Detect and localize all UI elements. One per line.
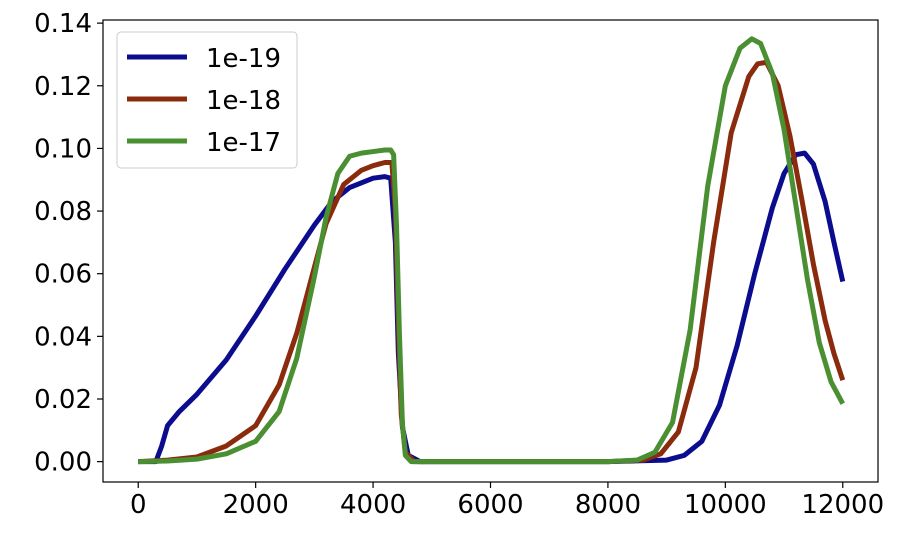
y-tick-label: 0.14	[34, 9, 92, 39]
legend-label-2: 1e-17	[206, 128, 281, 158]
x-tick-label: 4000	[340, 490, 406, 520]
x-tick-label: 0	[130, 490, 147, 520]
x-tick-label: 12000	[801, 490, 884, 520]
y-tick-label: 0.04	[34, 322, 92, 352]
x-tick-label: 2000	[223, 490, 289, 520]
y-tick-label: 0.02	[34, 385, 92, 415]
legend-label-0: 1e-19	[206, 44, 281, 74]
y-tick-label: 0.00	[34, 448, 92, 478]
legend: 1e-19 1e-18 1e-17	[116, 31, 298, 169]
y-axis: 0.00 0.02 0.04 0.06 0.08 0.10 0.12 0.14	[34, 9, 103, 478]
series-layer	[138, 36, 846, 465]
x-tick-label: 6000	[457, 490, 523, 520]
y-tick-label: 0.06	[34, 260, 92, 290]
y-tick-label: 0.12	[34, 72, 92, 102]
legend-label-1: 1e-18	[206, 86, 281, 116]
y-tick-label: 0.10	[34, 134, 92, 164]
x-tick-label: 10000	[684, 490, 767, 520]
series-line-0	[138, 150, 846, 465]
legend-box	[116, 31, 298, 169]
series-line-2	[138, 36, 845, 465]
y-tick-label: 0.08	[34, 197, 92, 227]
x-tick-label: 8000	[575, 490, 641, 520]
x-axis: 0 2000 4000 6000 8000 10000 12000	[130, 482, 884, 520]
